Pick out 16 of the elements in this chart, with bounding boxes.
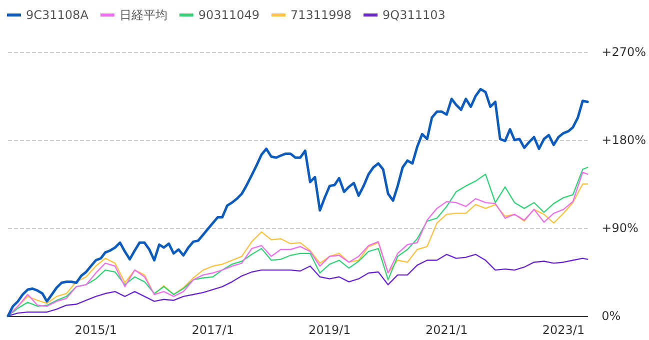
- x-tick-label: 2019/1: [308, 323, 351, 337]
- line-series: [7, 254, 588, 317]
- x-tick-label: 2021/1: [426, 323, 468, 337]
- legend-label: 90311049: [198, 8, 260, 22]
- legend-label: 日経平均: [119, 8, 168, 22]
- x-tick-label: 2017/1: [192, 323, 234, 337]
- legend-label: 9C31108A: [26, 8, 90, 22]
- legend-label: 9Q311103: [382, 8, 446, 22]
- y-tick-label: 0%: [602, 309, 621, 323]
- y-tick-label: +90%: [602, 221, 638, 235]
- y-tick-label: +180%: [602, 133, 646, 147]
- y-tick-label: +270%: [602, 45, 646, 59]
- x-tick-label: 2015/1: [74, 323, 117, 337]
- legend-label: 71311998: [290, 8, 352, 22]
- x-tick-label: 2023/1: [542, 323, 585, 337]
- line-series: [6, 88, 589, 318]
